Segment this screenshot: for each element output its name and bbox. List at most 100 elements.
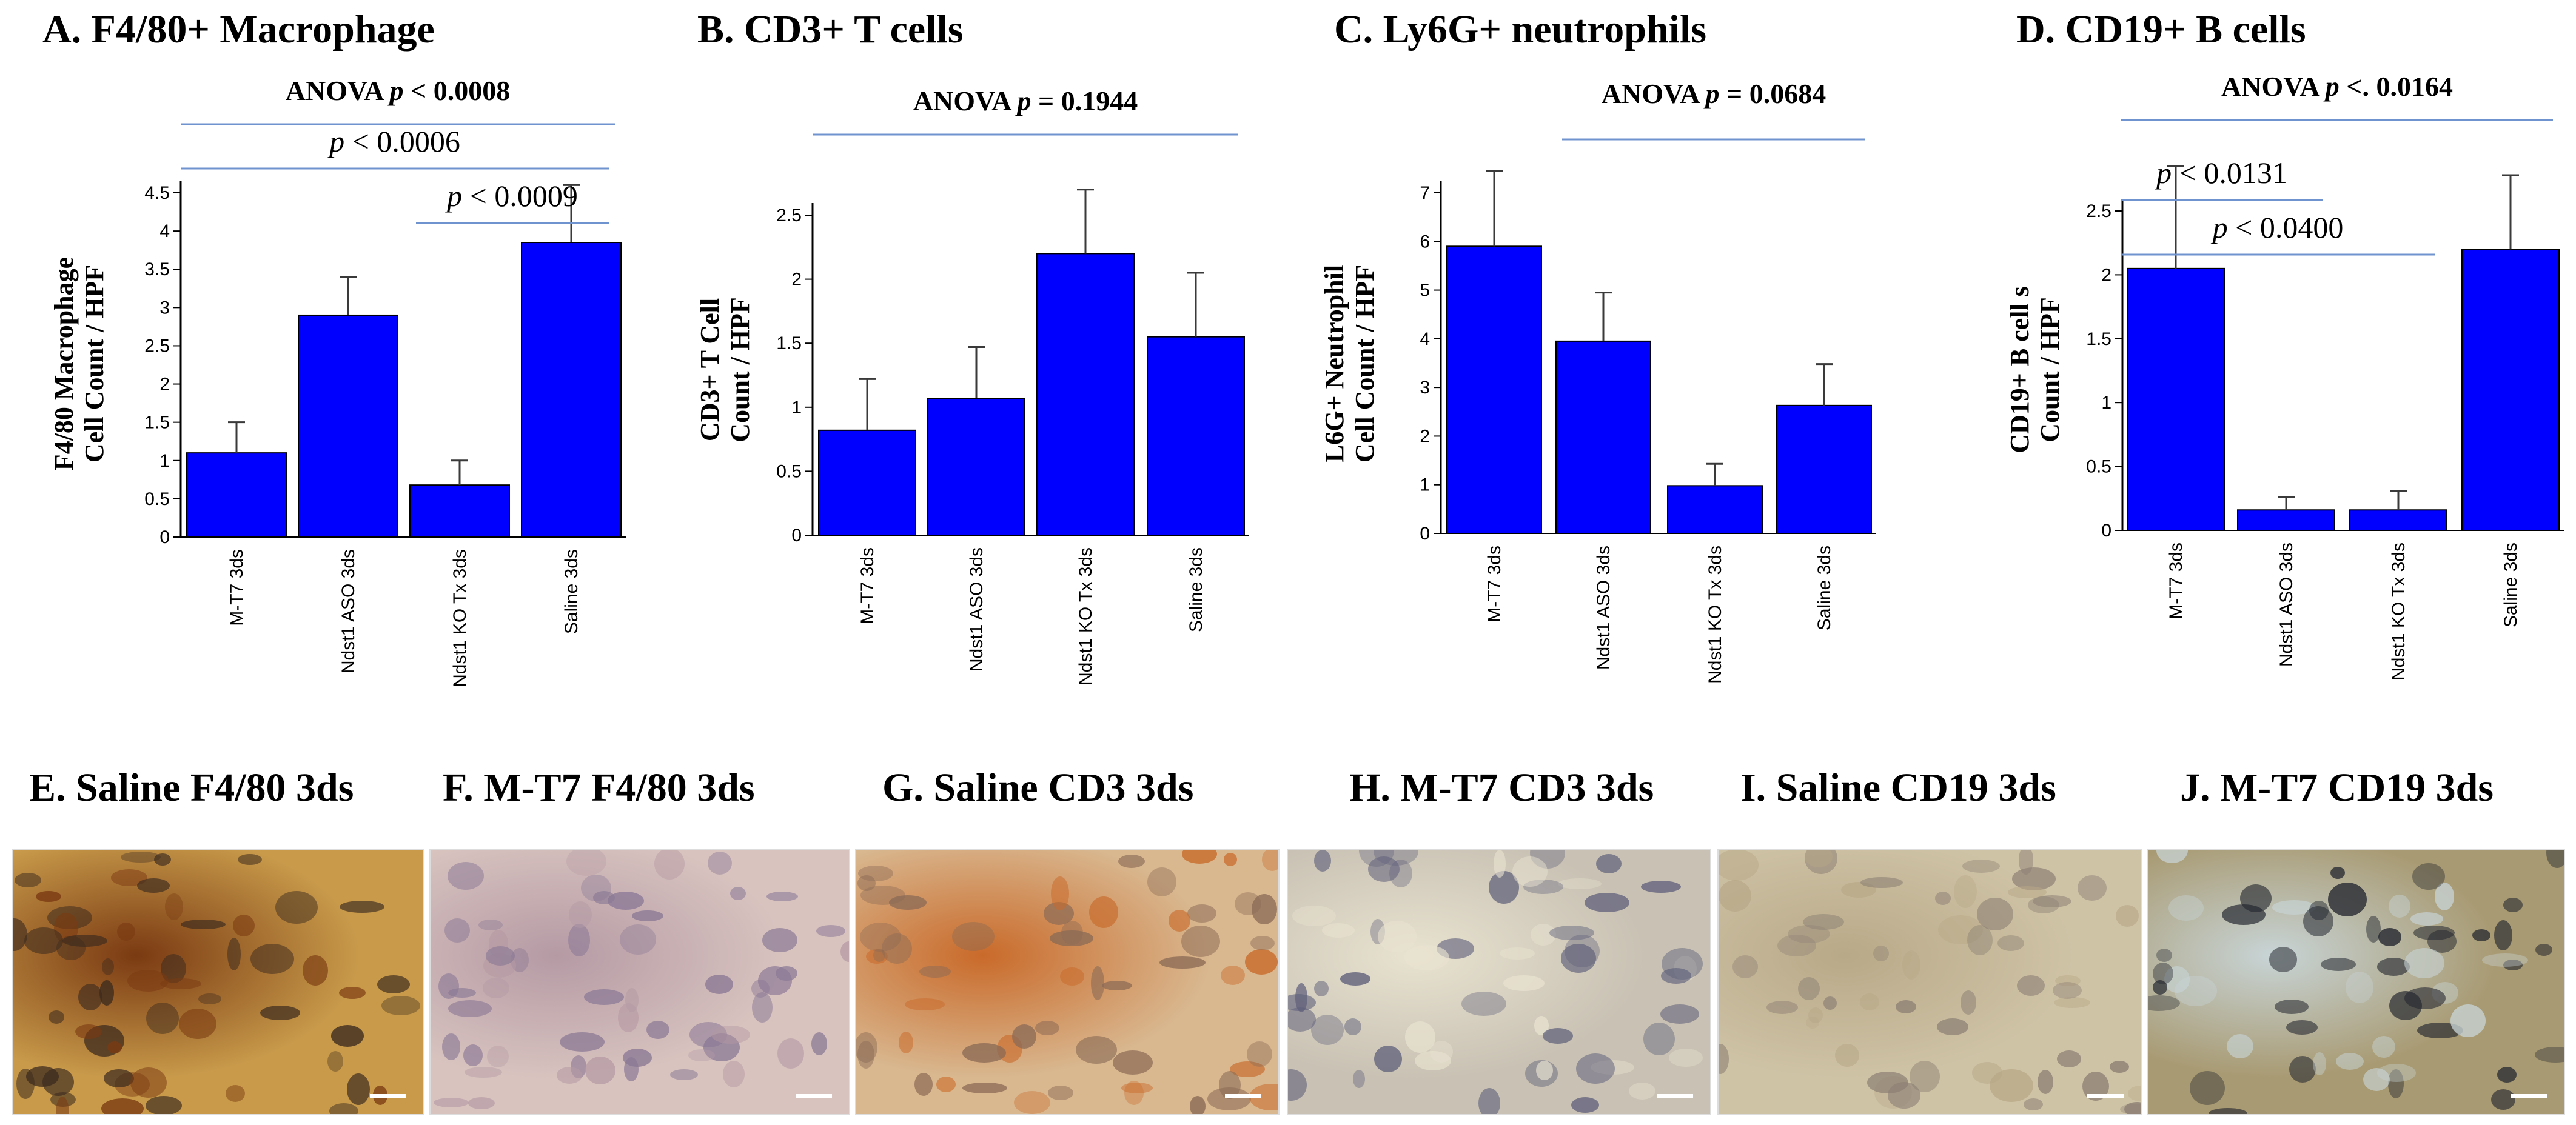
cell-nucleus xyxy=(1051,876,1069,910)
cell-nucleus xyxy=(632,910,663,921)
cell-nucleus xyxy=(1314,850,1331,872)
y-tick-label: 0 xyxy=(1420,524,1430,544)
cell-nucleus xyxy=(762,928,797,952)
cell-nucleus xyxy=(2153,980,2167,995)
y-tick-label: 0 xyxy=(791,526,802,546)
chart-panel-1: B. CD3+ T cells CD3+ T CellCount / HPF 0 0.… xyxy=(695,7,1249,686)
cell-nucleus xyxy=(2227,1034,2253,1058)
micrograph-title: H. M-T7 CD3 3ds xyxy=(1349,766,1654,810)
cell-nucleus xyxy=(181,920,226,929)
cell-nucleus xyxy=(1732,955,1758,978)
annotation-p: p xyxy=(2323,71,2340,102)
micrograph-texture xyxy=(2148,850,2564,1114)
cell-nucleus xyxy=(2019,850,2033,875)
cell-nucleus xyxy=(1641,881,1681,893)
y-tick-label: 0.5 xyxy=(776,461,802,481)
annotation-prefix: ANOVA xyxy=(2221,71,2326,102)
bar xyxy=(1667,485,1763,535)
bar xyxy=(1446,245,1542,534)
cell-nucleus xyxy=(1430,1041,1453,1063)
anova-label: ANOVA p = 0.0684 xyxy=(1602,78,1826,109)
annotation-p: p xyxy=(327,124,344,158)
cell-nucleus xyxy=(1292,906,1336,926)
cell-nucleus xyxy=(2190,1071,2225,1105)
cell-nucleus xyxy=(1076,1036,1117,1064)
cell-nucleus xyxy=(776,966,797,981)
y-tick-label: 6 xyxy=(1420,232,1430,252)
cell-nucleus xyxy=(340,901,384,913)
y-axis-label-line: Count / HPF xyxy=(725,297,755,442)
y-tick-label: 4.5 xyxy=(144,183,170,203)
cell-nucleus xyxy=(557,1067,582,1084)
cell-nucleus xyxy=(75,1024,102,1039)
y-tick-label: 1.5 xyxy=(144,413,170,433)
y-tick-label: 1 xyxy=(2101,393,2111,413)
category-label: Ndst1 ASO 3ds xyxy=(2276,542,2296,667)
cell-nucleus xyxy=(154,853,171,866)
cell-nucleus xyxy=(2328,883,2367,916)
bar xyxy=(2349,509,2447,531)
cell-nucleus xyxy=(1187,904,1216,923)
cell-nucleus xyxy=(198,993,221,1004)
cell-nucleus xyxy=(2535,1047,2564,1063)
cell-nucleus xyxy=(2450,1004,2486,1037)
chart-panel-0: A. F4/80+ Macrophage F4/80 MacrophageCell… xyxy=(42,7,626,687)
cell-nucleus xyxy=(448,1000,492,1017)
cell-nucleus xyxy=(487,1046,509,1067)
cell-nucleus xyxy=(347,1073,370,1105)
cell-nucleus xyxy=(442,1033,460,1060)
annotation-prefix: ANOVA xyxy=(1602,78,1706,109)
cell-nucleus xyxy=(160,978,201,989)
p-value-label: p < 0.0006 xyxy=(327,124,460,158)
cell-nucleus xyxy=(377,975,410,993)
cell-nucleus xyxy=(2388,1069,2404,1098)
cell-nucleus xyxy=(2427,930,2457,953)
cell-nucleus xyxy=(952,922,995,951)
cell-nucleus xyxy=(2082,1072,2109,1101)
category-label: M-T7 3ds xyxy=(857,547,877,624)
p-value-label: p < 0.0400 xyxy=(2211,210,2344,244)
cell-nucleus xyxy=(569,901,592,928)
y-tick-label: 2 xyxy=(1420,426,1430,446)
cell-nucleus xyxy=(2491,1089,2515,1110)
cell-nucleus xyxy=(899,1032,913,1053)
annotation-p: p xyxy=(1703,78,1719,109)
cell-nucleus xyxy=(2503,898,2523,912)
category-label: Saline 3ds xyxy=(562,549,582,634)
cell-nucleus xyxy=(2535,944,2552,956)
cell-nucleus xyxy=(857,1041,874,1069)
cell-nucleus xyxy=(1561,944,1596,973)
cell-nucleus xyxy=(1322,923,1355,938)
cell-nucleus xyxy=(1060,967,1084,986)
cell-nucleus xyxy=(2275,1000,2309,1014)
cell-nucleus xyxy=(161,954,186,983)
cell-nucleus xyxy=(905,998,945,1010)
cell-nucleus xyxy=(2053,982,2082,999)
cell-nucleus xyxy=(434,1098,469,1107)
annotation-p: p xyxy=(2211,210,2228,244)
micrograph-title: G. Saline CD3 3ds xyxy=(882,766,1194,810)
cell-nucleus xyxy=(130,1067,167,1098)
cell-nucleus xyxy=(1340,972,1370,986)
cell-nucleus xyxy=(1643,1023,1675,1055)
cell-nucleus xyxy=(2055,975,2081,986)
category-label: M-T7 3ds xyxy=(1484,546,1504,623)
cell-nucleus xyxy=(127,970,169,992)
cell-nucleus xyxy=(1050,930,1093,946)
cell-nucleus xyxy=(1252,894,1277,924)
cell-nucleus xyxy=(2503,960,2523,970)
micrograph-texture xyxy=(13,852,420,1114)
cell-nucleus xyxy=(438,973,459,999)
cell-nucleus xyxy=(146,1003,179,1034)
bar xyxy=(927,398,1025,536)
cell-nucleus xyxy=(1585,893,1629,912)
cell-nucleus xyxy=(1902,950,1920,980)
cell-nucleus xyxy=(179,1009,216,1039)
cell-nucleus xyxy=(331,1025,364,1047)
cell-nucleus xyxy=(2057,1050,2081,1067)
cell-nucleus xyxy=(2336,1053,2364,1070)
cell-nucleus xyxy=(914,1073,933,1096)
cell-nucleus xyxy=(303,955,328,986)
cell-nucleus xyxy=(2497,1067,2517,1083)
category-label: Ndst1 KO Tx 3ds xyxy=(450,549,470,687)
